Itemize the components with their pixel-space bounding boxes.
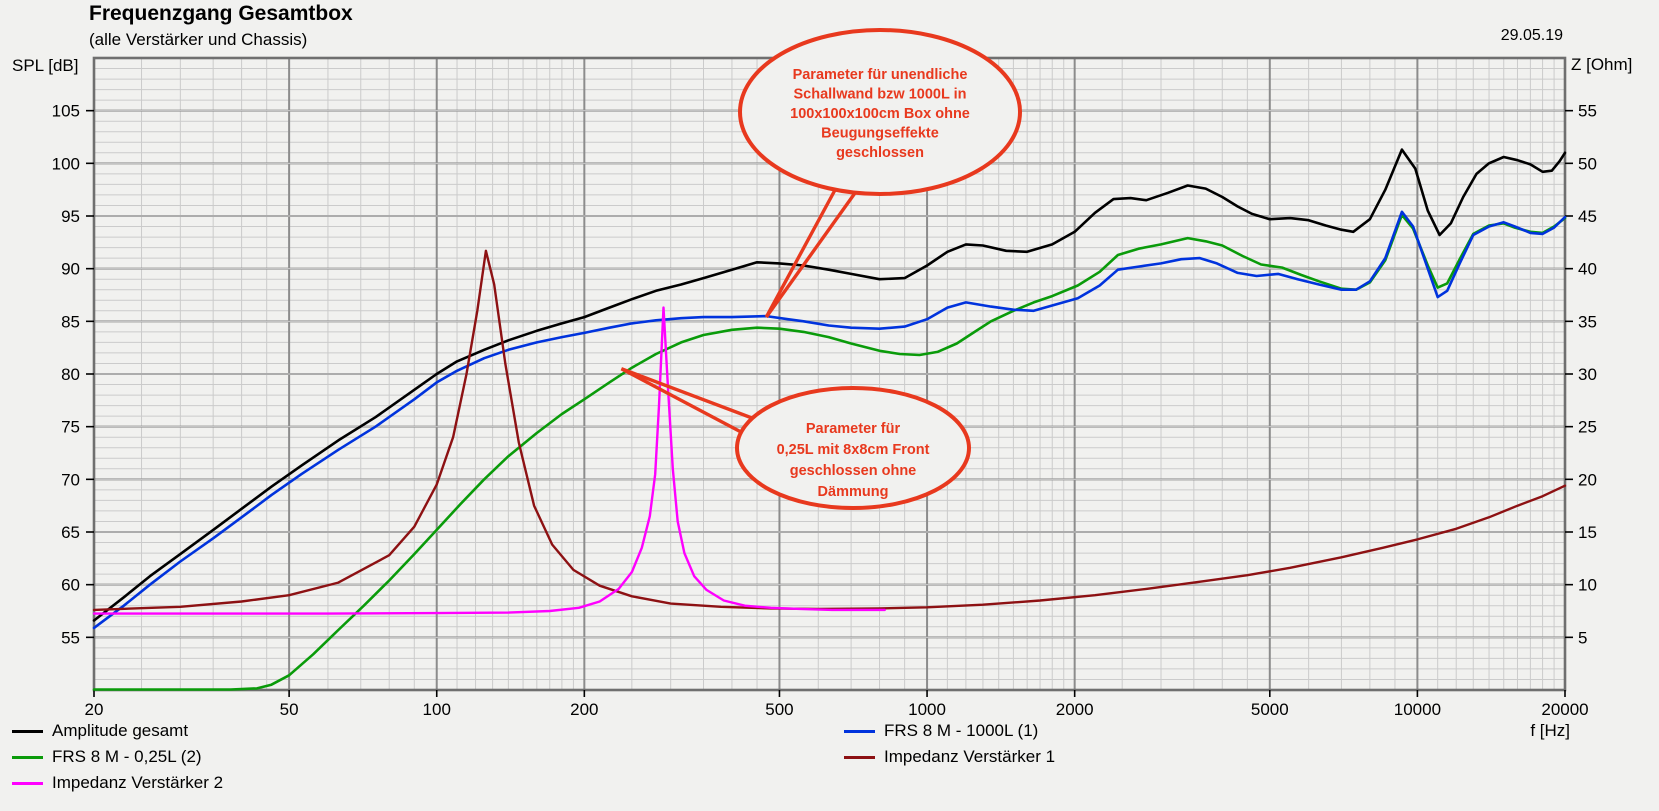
y-right-tick-label: 25 bbox=[1578, 418, 1597, 437]
y-left-tick-label: 70 bbox=[61, 470, 80, 489]
y-right-tick-label: 15 bbox=[1578, 523, 1597, 542]
y-left-tick-label: 95 bbox=[61, 207, 80, 226]
page-title: Frequenzgang Gesamtbox bbox=[89, 2, 353, 25]
x-tick-label: 2000 bbox=[1056, 700, 1094, 719]
balloon-small-box-ellipse bbox=[735, 386, 971, 510]
legend-label: FRS 8 M - 0,25L (2) bbox=[52, 747, 202, 766]
legend-item-frs8m-1000l: FRS 8 M - 1000L (1) bbox=[844, 721, 1038, 741]
legend-line-darkred-icon bbox=[844, 755, 875, 759]
legend-line-green-icon bbox=[12, 755, 43, 759]
y-left-tick-label: 90 bbox=[61, 260, 80, 279]
series-frs-8-m-1000l-1 bbox=[92, 210, 1567, 630]
series-impedanz-verst-rker-2 bbox=[92, 306, 886, 615]
x-tick-label: 100 bbox=[423, 700, 451, 719]
legend-label: Impedanz Verstärker 1 bbox=[884, 747, 1056, 766]
x-tick-labels: 20 50 100 200 500 1000 2000 5000 10000 20000 bbox=[85, 700, 1589, 719]
series-impedanz-verst-rker-1 bbox=[92, 249, 1567, 612]
y-axis-right-title: Z [Ohm] bbox=[1571, 55, 1633, 74]
y-right-tick-label: 10 bbox=[1578, 576, 1597, 595]
y-axis-left-title: SPL [dB] bbox=[12, 56, 79, 75]
y-left-tick-label: 105 bbox=[52, 102, 80, 121]
y-left-tick-label: 65 bbox=[61, 523, 80, 542]
legend-label: FRS 8 M - 1000L (1) bbox=[884, 721, 1039, 740]
legend-item-impedanz-verstaerker-2: Impedanz Verstärker 2 bbox=[12, 773, 223, 793]
x-tick-label: 1000 bbox=[908, 700, 946, 719]
legend-label: Impedanz Verstärker 2 bbox=[52, 773, 224, 792]
x-tick-label: 20 bbox=[85, 700, 104, 719]
legend-line-magenta-icon bbox=[12, 781, 43, 785]
balloon-small-box-text: Parameter für 0,25L mit 8x8cm Front geschl… bbox=[777, 421, 930, 500]
legend-line-black-icon bbox=[12, 729, 43, 733]
y-right-tick-label: 35 bbox=[1578, 312, 1597, 331]
y-right-tick-label: 50 bbox=[1578, 154, 1597, 173]
y-left-tick-label: 55 bbox=[61, 628, 80, 647]
y-left-tick-label: 80 bbox=[61, 365, 80, 384]
series-amplitude-gesamt bbox=[92, 148, 1567, 622]
y-right-tick-label: 45 bbox=[1578, 207, 1597, 226]
legend-item-frs8m-025l: FRS 8 M - 0,25L (2) bbox=[12, 747, 202, 767]
x-axis-title: f [Hz] bbox=[1530, 721, 1570, 740]
y-right-tick-label: 20 bbox=[1578, 470, 1597, 489]
y-right-tick-labels: 5 10 15 20 25 30 35 40 45 50 55 bbox=[1578, 102, 1597, 648]
x-tick-label: 200 bbox=[570, 700, 598, 719]
y-left-tick-label: 85 bbox=[61, 312, 80, 331]
y-right-tick-label: 30 bbox=[1578, 365, 1597, 384]
y-right-tick-label: 5 bbox=[1578, 628, 1587, 647]
axis-ticks bbox=[86, 109, 1573, 697]
y-left-tick-label: 75 bbox=[61, 418, 80, 437]
y-left-tick-label: 100 bbox=[52, 154, 80, 173]
legend-label: Amplitude gesamt bbox=[52, 721, 189, 740]
date-label: 29.05.19 bbox=[1500, 27, 1563, 44]
balloon-small-box: Parameter für 0,25L mit 8x8cm Front geschl… bbox=[620, 367, 971, 510]
legend-item-amplitude-gesamt: Amplitude gesamt bbox=[12, 721, 188, 741]
y-left-tick-label: 60 bbox=[61, 576, 80, 595]
balloon-infinite-baffle-text: Parameter für unendliche Schallwand bzw 1… bbox=[790, 67, 970, 161]
legend-item-impedanz-verstaerker-1: Impedanz Verstärker 1 bbox=[844, 747, 1055, 767]
x-tick-label: 5000 bbox=[1251, 700, 1289, 719]
x-tick-label: 20000 bbox=[1541, 700, 1588, 719]
x-tick-label: 50 bbox=[280, 700, 299, 719]
y-right-tick-label: 55 bbox=[1578, 102, 1597, 121]
x-tick-label: 10000 bbox=[1394, 700, 1441, 719]
y-left-tick-labels: 55 60 65 70 75 80 85 90 95 100 105 bbox=[52, 102, 80, 648]
y-right-tick-label: 40 bbox=[1578, 260, 1597, 279]
page-subtitle: (alle Verstärker und Chassis) bbox=[89, 30, 308, 49]
balloon-infinite-baffle: Parameter für unendliche Schallwand bzw 1… bbox=[738, 28, 1022, 319]
legend-line-blue-icon bbox=[844, 729, 875, 733]
balloon-infinite-baffle-ellipse bbox=[738, 28, 1022, 196]
x-tick-label: 500 bbox=[765, 700, 793, 719]
